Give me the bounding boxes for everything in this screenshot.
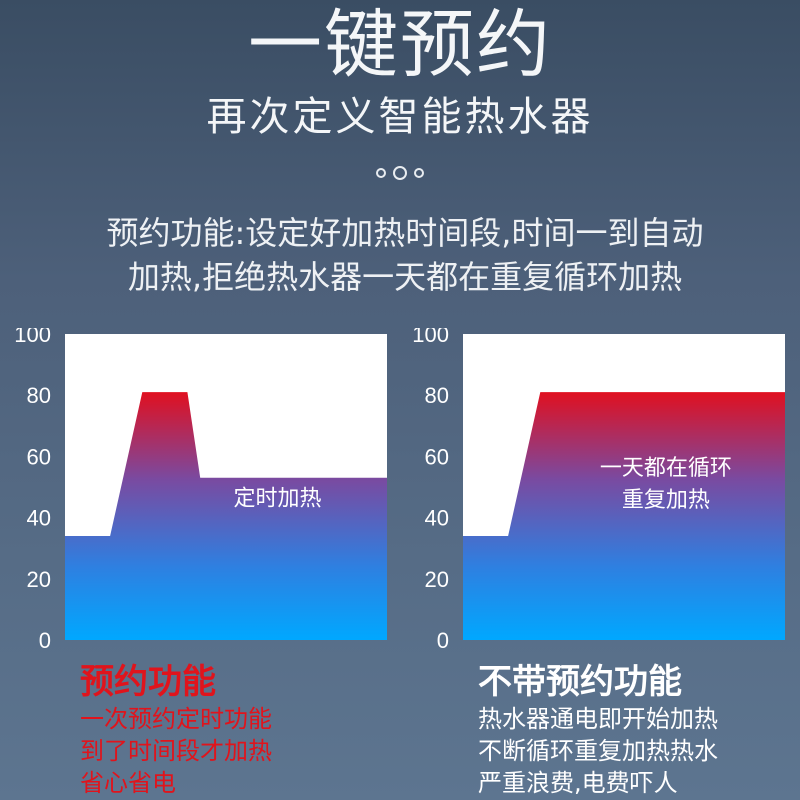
chart-svg-schedule: 100 80 60 40 20 0 定时加热 — [14, 328, 387, 653]
y-tick-label: 40 — [27, 506, 51, 531]
caption-left-line: 一次预约定时功能 — [80, 705, 272, 733]
caption-left-title: 预约功能 — [80, 662, 216, 702]
y-tick-label: 20 — [27, 567, 51, 592]
caption-left-line: 到了时间段才加热 — [80, 737, 272, 765]
y-tick-label: 80 — [425, 383, 449, 408]
description-line-2: 加热,拒绝热水器一天都在重复循环加热 — [127, 258, 683, 296]
temperature-area — [65, 392, 387, 640]
y-tick-label: 0 — [437, 628, 449, 653]
chart-with-schedule: 100 80 60 40 20 0 定时加热 — [10, 328, 400, 658]
y-tick-label: 60 — [425, 444, 449, 469]
dot-icon — [376, 168, 386, 178]
dot-icon — [393, 166, 407, 180]
caption-left-line: 省心省电 — [80, 769, 176, 797]
y-tick-label: 100 — [14, 328, 51, 347]
decorative-dots — [376, 165, 424, 181]
y-tick-label: 60 — [27, 444, 51, 469]
caption-right-line: 热水器通电即开始加热 — [478, 705, 718, 733]
page-title: 一键预约 — [248, 2, 552, 88]
caption-right-title: 不带预约功能 — [478, 662, 682, 702]
chart-without-schedule: 100 80 60 40 20 0 一天都在循环 重复加热 — [408, 328, 798, 658]
caption-right-line: 严重浪费,电费吓人 — [478, 769, 678, 797]
area-label: 重复加热 — [622, 488, 710, 513]
description-line-1: 预约功能:设定好加热时间段,时间一到自动 — [106, 214, 704, 252]
y-tick-label: 100 — [412, 328, 449, 347]
y-tick-label: 80 — [27, 383, 51, 408]
dot-icon — [414, 168, 424, 178]
y-tick-label: 40 — [425, 506, 449, 531]
temperature-area — [463, 392, 785, 640]
area-label: 定时加热 — [234, 486, 322, 511]
y-tick-label: 0 — [39, 628, 51, 653]
y-tick-label: 20 — [425, 567, 449, 592]
caption-right-line: 不断循环重复加热热水 — [478, 737, 718, 765]
area-label: 一天都在循环 — [600, 456, 732, 481]
page-subtitle: 再次定义智能热水器 — [206, 94, 594, 140]
feature-description: 预约功能:设定好加热时间段,时间一到自动 加热,拒绝热水器一天都在重复循环加热 — [60, 211, 750, 299]
